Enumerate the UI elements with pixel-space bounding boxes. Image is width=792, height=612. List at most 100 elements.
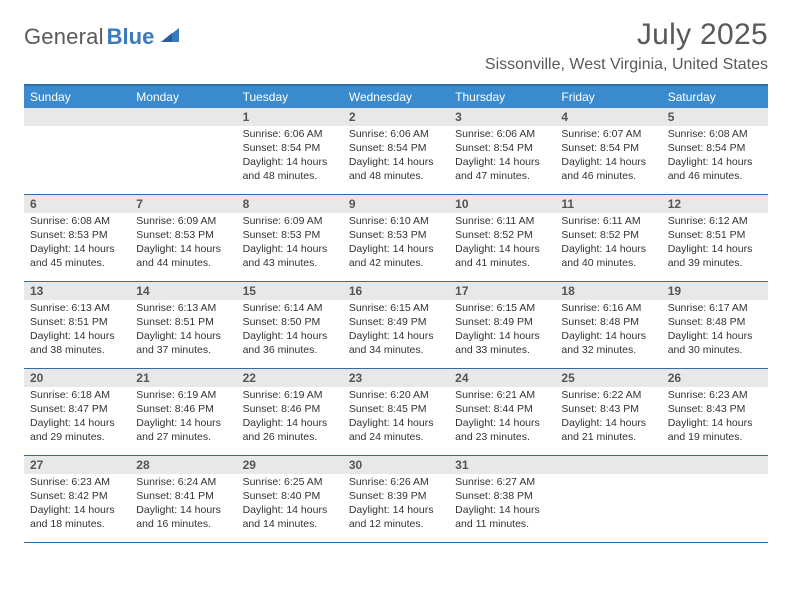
day-body: Sunrise: 6:19 AMSunset: 8:46 PMDaylight:… — [237, 387, 343, 448]
day-cell: 30Sunrise: 6:26 AMSunset: 8:39 PMDayligh… — [343, 456, 449, 542]
day-number: 27 — [24, 456, 130, 474]
day-body: Sunrise: 6:19 AMSunset: 8:46 PMDaylight:… — [130, 387, 236, 448]
day-cell: 3Sunrise: 6:06 AMSunset: 8:54 PMDaylight… — [449, 108, 555, 194]
day-cell: 24Sunrise: 6:21 AMSunset: 8:44 PMDayligh… — [449, 369, 555, 455]
day-cell: 17Sunrise: 6:15 AMSunset: 8:49 PMDayligh… — [449, 282, 555, 368]
logo-text-general: General — [24, 24, 104, 50]
day-body: Sunrise: 6:21 AMSunset: 8:44 PMDaylight:… — [449, 387, 555, 448]
day-cell: 4Sunrise: 6:07 AMSunset: 8:54 PMDaylight… — [555, 108, 661, 194]
day-cell: 5Sunrise: 6:08 AMSunset: 8:54 PMDaylight… — [662, 108, 768, 194]
day-number: 6 — [24, 195, 130, 213]
day-body: Sunrise: 6:06 AMSunset: 8:54 PMDaylight:… — [449, 126, 555, 187]
day-cell: 9Sunrise: 6:10 AMSunset: 8:53 PMDaylight… — [343, 195, 449, 281]
day-cell: 8Sunrise: 6:09 AMSunset: 8:53 PMDaylight… — [237, 195, 343, 281]
day-cell: 16Sunrise: 6:15 AMSunset: 8:49 PMDayligh… — [343, 282, 449, 368]
day-number: 13 — [24, 282, 130, 300]
day-body: Sunrise: 6:27 AMSunset: 8:38 PMDaylight:… — [449, 474, 555, 535]
day-body — [24, 126, 130, 186]
day-cell: 27Sunrise: 6:23 AMSunset: 8:42 PMDayligh… — [24, 456, 130, 542]
day-number — [555, 456, 661, 474]
day-cell: 31Sunrise: 6:27 AMSunset: 8:38 PMDayligh… — [449, 456, 555, 542]
day-body: Sunrise: 6:18 AMSunset: 8:47 PMDaylight:… — [24, 387, 130, 448]
day-cell: 2Sunrise: 6:06 AMSunset: 8:54 PMDaylight… — [343, 108, 449, 194]
day-cell — [555, 456, 661, 542]
day-number: 4 — [555, 108, 661, 126]
logo-sail-icon — [159, 26, 181, 49]
day-number: 18 — [555, 282, 661, 300]
week-row: 13Sunrise: 6:13 AMSunset: 8:51 PMDayligh… — [24, 282, 768, 369]
day-number: 11 — [555, 195, 661, 213]
day-number — [130, 108, 236, 126]
day-number: 25 — [555, 369, 661, 387]
day-cell: 14Sunrise: 6:13 AMSunset: 8:51 PMDayligh… — [130, 282, 236, 368]
day-number: 21 — [130, 369, 236, 387]
day-cell: 6Sunrise: 6:08 AMSunset: 8:53 PMDaylight… — [24, 195, 130, 281]
day-number: 17 — [449, 282, 555, 300]
day-cell: 25Sunrise: 6:22 AMSunset: 8:43 PMDayligh… — [555, 369, 661, 455]
day-cell: 10Sunrise: 6:11 AMSunset: 8:52 PMDayligh… — [449, 195, 555, 281]
day-number: 5 — [662, 108, 768, 126]
day-number: 26 — [662, 369, 768, 387]
day-cell: 23Sunrise: 6:20 AMSunset: 8:45 PMDayligh… — [343, 369, 449, 455]
day-body: Sunrise: 6:26 AMSunset: 8:39 PMDaylight:… — [343, 474, 449, 535]
day-number: 20 — [24, 369, 130, 387]
day-cell: 7Sunrise: 6:09 AMSunset: 8:53 PMDaylight… — [130, 195, 236, 281]
day-body: Sunrise: 6:23 AMSunset: 8:43 PMDaylight:… — [662, 387, 768, 448]
week-row: 20Sunrise: 6:18 AMSunset: 8:47 PMDayligh… — [24, 369, 768, 456]
day-cell: 18Sunrise: 6:16 AMSunset: 8:48 PMDayligh… — [555, 282, 661, 368]
day-cell: 20Sunrise: 6:18 AMSunset: 8:47 PMDayligh… — [24, 369, 130, 455]
day-body: Sunrise: 6:06 AMSunset: 8:54 PMDaylight:… — [343, 126, 449, 187]
day-cell — [662, 456, 768, 542]
day-body: Sunrise: 6:10 AMSunset: 8:53 PMDaylight:… — [343, 213, 449, 274]
day-body: Sunrise: 6:22 AMSunset: 8:43 PMDaylight:… — [555, 387, 661, 448]
week-row: 27Sunrise: 6:23 AMSunset: 8:42 PMDayligh… — [24, 456, 768, 543]
day-cell: 15Sunrise: 6:14 AMSunset: 8:50 PMDayligh… — [237, 282, 343, 368]
weekday-header: Sunday — [24, 86, 130, 108]
weekday-header: Friday — [555, 86, 661, 108]
day-cell — [130, 108, 236, 194]
day-body: Sunrise: 6:24 AMSunset: 8:41 PMDaylight:… — [130, 474, 236, 535]
logo-text-blue: Blue — [107, 24, 155, 50]
calendar: SundayMondayTuesdayWednesdayThursdayFrid… — [24, 84, 768, 543]
day-body: Sunrise: 6:08 AMSunset: 8:54 PMDaylight:… — [662, 126, 768, 187]
day-cell: 21Sunrise: 6:19 AMSunset: 8:46 PMDayligh… — [130, 369, 236, 455]
day-cell: 13Sunrise: 6:13 AMSunset: 8:51 PMDayligh… — [24, 282, 130, 368]
day-cell: 1Sunrise: 6:06 AMSunset: 8:54 PMDaylight… — [237, 108, 343, 194]
day-body: Sunrise: 6:09 AMSunset: 8:53 PMDaylight:… — [237, 213, 343, 274]
day-body: Sunrise: 6:14 AMSunset: 8:50 PMDaylight:… — [237, 300, 343, 361]
day-number: 16 — [343, 282, 449, 300]
day-cell: 12Sunrise: 6:12 AMSunset: 8:51 PMDayligh… — [662, 195, 768, 281]
day-body: Sunrise: 6:16 AMSunset: 8:48 PMDaylight:… — [555, 300, 661, 361]
day-body: Sunrise: 6:23 AMSunset: 8:42 PMDaylight:… — [24, 474, 130, 535]
day-body: Sunrise: 6:13 AMSunset: 8:51 PMDaylight:… — [130, 300, 236, 361]
week-row: 1Sunrise: 6:06 AMSunset: 8:54 PMDaylight… — [24, 108, 768, 195]
day-cell: 19Sunrise: 6:17 AMSunset: 8:48 PMDayligh… — [662, 282, 768, 368]
day-body: Sunrise: 6:25 AMSunset: 8:40 PMDaylight:… — [237, 474, 343, 535]
day-number: 10 — [449, 195, 555, 213]
logo: General Blue — [24, 24, 181, 50]
day-body: Sunrise: 6:20 AMSunset: 8:45 PMDaylight:… — [343, 387, 449, 448]
day-cell: 22Sunrise: 6:19 AMSunset: 8:46 PMDayligh… — [237, 369, 343, 455]
day-number: 14 — [130, 282, 236, 300]
day-number: 23 — [343, 369, 449, 387]
day-body — [130, 126, 236, 186]
weekday-header: Tuesday — [237, 86, 343, 108]
day-body: Sunrise: 6:11 AMSunset: 8:52 PMDaylight:… — [555, 213, 661, 274]
day-number: 7 — [130, 195, 236, 213]
location-subtitle: Sissonville, West Virginia, United State… — [485, 56, 768, 74]
day-body: Sunrise: 6:12 AMSunset: 8:51 PMDaylight:… — [662, 213, 768, 274]
day-number: 15 — [237, 282, 343, 300]
weekday-header: Thursday — [449, 86, 555, 108]
day-cell: 28Sunrise: 6:24 AMSunset: 8:41 PMDayligh… — [130, 456, 236, 542]
weekday-header: Wednesday — [343, 86, 449, 108]
day-body: Sunrise: 6:13 AMSunset: 8:51 PMDaylight:… — [24, 300, 130, 361]
day-cell: 29Sunrise: 6:25 AMSunset: 8:40 PMDayligh… — [237, 456, 343, 542]
day-number: 3 — [449, 108, 555, 126]
day-body — [662, 474, 768, 534]
day-number: 24 — [449, 369, 555, 387]
page-title: July 2025 — [485, 18, 768, 52]
day-number — [662, 456, 768, 474]
day-number: 29 — [237, 456, 343, 474]
week-row: 6Sunrise: 6:08 AMSunset: 8:53 PMDaylight… — [24, 195, 768, 282]
day-body: Sunrise: 6:06 AMSunset: 8:54 PMDaylight:… — [237, 126, 343, 187]
